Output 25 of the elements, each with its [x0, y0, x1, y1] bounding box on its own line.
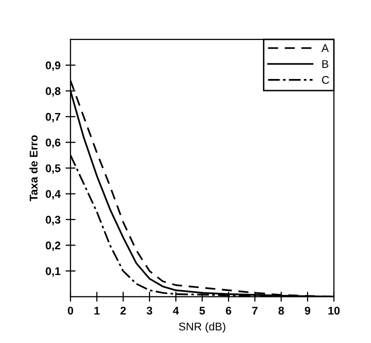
y-tick-label: 0,7 [46, 112, 60, 122]
x-tick-label: 9 [304, 306, 310, 315]
y-tick-label: 0,9 [46, 61, 60, 71]
y-tick-label: 0,6 [46, 138, 60, 148]
x-tick-label: 4 [172, 306, 179, 314]
y-tick-label: 0,8 [46, 87, 60, 97]
x-axis-title: SNR (dB) [178, 322, 226, 333]
x-tick-label: 6 [226, 306, 232, 315]
y-tick-label: 0,2 [46, 242, 60, 251]
legend-label: B [322, 60, 328, 68]
x-tick-label: 1 [94, 306, 100, 314]
x-tick-label: 7 [252, 306, 258, 314]
y-axis-title: Taxa de Erro [29, 135, 38, 202]
x-tick-label: 3 [146, 306, 152, 315]
legend-label: A [321, 44, 329, 52]
y-tick-label: 0,3 [46, 216, 60, 226]
x-tick-label: 8 [278, 306, 284, 315]
y-tick-label: 0,1 [46, 267, 60, 277]
x-tick-label: 0 [68, 306, 74, 315]
legend-label: C [322, 76, 330, 84]
x-tick-label: 2 [120, 306, 126, 314]
x-tick-label: 10 [328, 306, 340, 315]
y-tick-label: 0,5 [46, 164, 60, 174]
x-tick-label: 5 [199, 306, 205, 315]
y-tick-label: 0,4 [46, 190, 61, 200]
